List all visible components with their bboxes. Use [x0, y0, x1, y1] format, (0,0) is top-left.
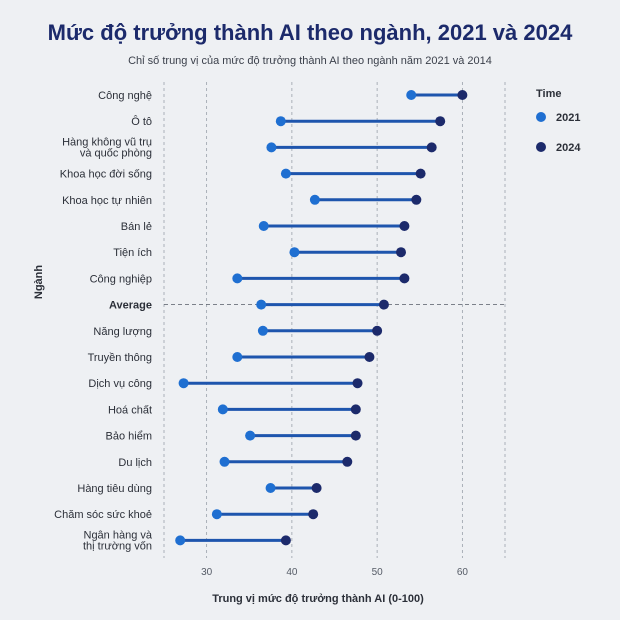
category-label: Khoa học đời sống: [60, 169, 152, 181]
point-2024: [352, 378, 363, 389]
chart-subtitle: Chỉ số trung vị của mức độ trưởng thành …: [128, 55, 492, 67]
point-2021: [256, 299, 267, 310]
point-2024: [457, 90, 468, 100]
x-axis-ticks: 30 40 50 60: [201, 567, 468, 578]
category-label: Khoa học tự nhiên: [62, 195, 152, 207]
category-label: Chăm sóc sức khoẻ: [54, 509, 152, 521]
point-2024: [372, 325, 383, 336]
y-axis-title: Ngành: [33, 265, 45, 300]
point-2021: [406, 90, 417, 100]
legend-marker-2024: [536, 142, 546, 152]
point-2021: [257, 325, 268, 336]
x-tick-label-60: 60: [457, 567, 469, 578]
series-layer: [175, 90, 468, 546]
point-2024: [280, 535, 291, 546]
category-label: Average: [109, 300, 152, 312]
point-2021: [289, 247, 300, 258]
x-tick-label-50: 50: [372, 567, 384, 578]
chart-title: Mức độ trưởng thành AI theo ngành, 2021 …: [47, 20, 573, 45]
category-label: Du lịch: [118, 457, 152, 469]
legend-label-2021: 2021: [556, 112, 580, 124]
category-label: Công nghiệp: [90, 273, 152, 285]
point-2021: [309, 194, 320, 205]
category-label: Hàng không vũ trụ và quốc phòng: [62, 136, 152, 159]
category-label: Công nghệ: [98, 90, 152, 102]
point-2024: [415, 168, 426, 179]
category-labels: Công nghệ Ô tô Hàng không vũ trụ và quốc ph…: [54, 90, 153, 552]
category-label: Ngân hàng và thị trường vốn: [83, 529, 153, 552]
category-label: Bảo hiểm: [106, 431, 152, 443]
point-2021: [275, 116, 286, 127]
point-2024: [364, 352, 375, 362]
category-label: Năng lượng: [93, 326, 152, 338]
point-2021: [219, 456, 230, 467]
category-label: Ô tô: [131, 115, 152, 128]
point-2021: [266, 142, 277, 153]
point-2021: [280, 168, 291, 179]
point-2024: [378, 299, 389, 310]
category-label: Truyền thông: [88, 352, 152, 364]
point-2024: [426, 142, 437, 153]
point-2021: [232, 352, 243, 362]
point-2021: [258, 221, 269, 231]
point-2024: [308, 509, 319, 520]
point-2021: [217, 404, 228, 415]
point-2021: [245, 430, 256, 441]
legend-title: Time: [536, 88, 561, 100]
point-2021: [178, 378, 189, 389]
x-tick-label-30: 30: [201, 567, 213, 578]
category-label: Bán lẻ: [121, 221, 152, 233]
point-2021: [175, 535, 186, 546]
x-tick-label-40: 40: [286, 567, 298, 578]
category-label: Tiện ích: [113, 247, 152, 259]
category-label: Hoá chất: [108, 404, 152, 416]
x-axis-title: Trung vị mức độ trưởng thành AI (0-100): [212, 593, 424, 605]
category-label: Dịch vụ công: [88, 378, 152, 390]
point-2024: [311, 483, 322, 493]
point-2021: [232, 273, 243, 284]
point-2024: [350, 430, 361, 441]
grid-layer: [163, 82, 506, 558]
point-2024: [399, 273, 410, 284]
point-2024: [411, 194, 422, 205]
point-2024: [395, 247, 406, 258]
point-2021: [265, 483, 276, 493]
point-2024: [342, 456, 353, 467]
category-label: Hàng tiêu dùng: [77, 483, 152, 495]
point-2024: [350, 404, 361, 415]
point-2024: [399, 221, 410, 231]
point-2021: [211, 509, 222, 520]
legend-marker-2021: [536, 112, 546, 122]
point-2024: [435, 116, 446, 127]
legend: Time 2021 2024: [536, 88, 581, 154]
legend-label-2024: 2024: [556, 142, 581, 154]
